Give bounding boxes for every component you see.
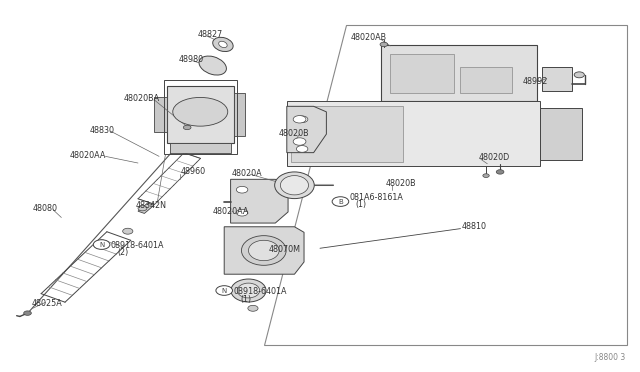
Circle shape: [332, 197, 349, 206]
Text: 48020AA: 48020AA: [70, 151, 106, 160]
Ellipse shape: [231, 279, 266, 302]
Polygon shape: [224, 227, 304, 274]
Text: 48992: 48992: [523, 77, 548, 86]
Polygon shape: [381, 45, 537, 101]
Circle shape: [236, 186, 248, 193]
Text: 48960: 48960: [180, 167, 206, 176]
Text: 08918-6401A: 08918-6401A: [234, 287, 287, 296]
Circle shape: [93, 240, 110, 249]
Ellipse shape: [241, 235, 286, 265]
Polygon shape: [264, 25, 627, 344]
Text: 48070M: 48070M: [269, 244, 301, 253]
Ellipse shape: [248, 240, 279, 261]
Text: 48020BA: 48020BA: [124, 94, 159, 103]
Polygon shape: [234, 93, 245, 136]
Text: 48020B: 48020B: [385, 179, 416, 188]
Polygon shape: [287, 101, 540, 166]
Bar: [390, 54, 454, 93]
Text: N: N: [221, 288, 227, 294]
Text: 08918-6401A: 08918-6401A: [111, 241, 164, 250]
Text: 48020AB: 48020AB: [351, 33, 387, 42]
Circle shape: [574, 72, 584, 78]
Text: 48810: 48810: [462, 222, 487, 231]
Ellipse shape: [212, 37, 233, 52]
Text: 48830: 48830: [90, 126, 115, 135]
Text: 48342N: 48342N: [136, 201, 167, 210]
Ellipse shape: [219, 41, 227, 48]
Polygon shape: [154, 97, 167, 132]
Polygon shape: [540, 108, 582, 160]
Circle shape: [248, 305, 258, 311]
Text: J:8800 3: J:8800 3: [594, 353, 625, 362]
Circle shape: [293, 138, 306, 145]
Text: N: N: [99, 241, 104, 247]
Circle shape: [24, 311, 31, 315]
Polygon shape: [170, 143, 230, 153]
Polygon shape: [542, 67, 572, 92]
Text: 081A6-8161A: 081A6-8161A: [349, 193, 403, 202]
Polygon shape: [138, 203, 154, 214]
Ellipse shape: [275, 172, 314, 199]
Polygon shape: [230, 179, 288, 223]
Text: 48020A: 48020A: [232, 169, 262, 177]
Ellipse shape: [199, 56, 227, 75]
Circle shape: [138, 206, 147, 211]
Circle shape: [236, 209, 248, 216]
Ellipse shape: [280, 176, 308, 195]
Circle shape: [296, 116, 308, 123]
Circle shape: [483, 174, 489, 177]
Text: 48827: 48827: [197, 29, 223, 39]
Circle shape: [183, 125, 191, 130]
Text: (1): (1): [240, 295, 252, 304]
Polygon shape: [287, 106, 326, 153]
Text: 48020AA: 48020AA: [212, 207, 249, 216]
Text: (2): (2): [117, 248, 128, 257]
Bar: [167, 86, 234, 143]
Text: 48080: 48080: [33, 205, 58, 214]
Text: (1): (1): [356, 200, 367, 209]
Circle shape: [123, 228, 133, 234]
Bar: [291, 106, 403, 162]
Circle shape: [296, 145, 308, 152]
Circle shape: [293, 116, 306, 123]
Text: B: B: [338, 199, 343, 205]
Ellipse shape: [173, 97, 228, 126]
Bar: [461, 67, 511, 93]
Text: 48980: 48980: [178, 55, 204, 64]
Text: 48025A: 48025A: [31, 299, 62, 308]
Circle shape: [380, 42, 388, 46]
Text: 48020B: 48020B: [278, 129, 309, 138]
Circle shape: [496, 170, 504, 174]
Ellipse shape: [237, 283, 260, 298]
Text: 48020D: 48020D: [478, 153, 509, 161]
Circle shape: [216, 286, 232, 295]
